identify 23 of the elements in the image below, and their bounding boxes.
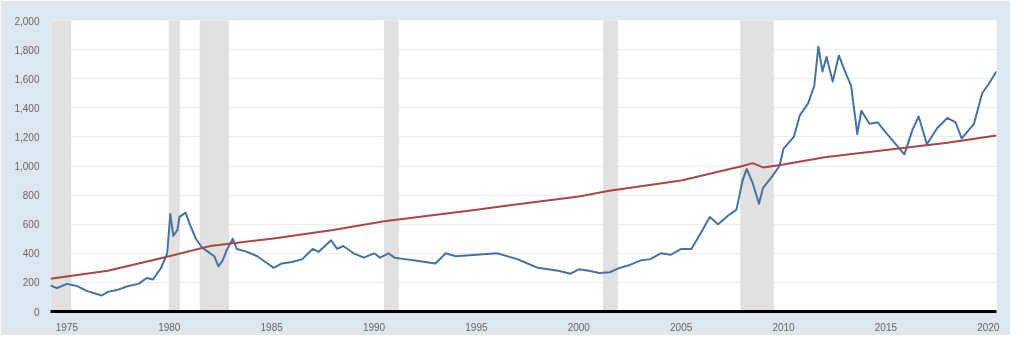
y-tick-label: 1,400 [14, 102, 40, 114]
y-tick-label: 1,800 [14, 44, 40, 56]
y-tick-label: 1,200 [14, 131, 40, 143]
y-tick-label: 400 [22, 248, 40, 260]
y-tick-label: 0 [33, 306, 40, 318]
x-tick-label: 1975 [55, 321, 79, 333]
x-tick-label: 1995 [465, 321, 488, 333]
x-tick-label: 1985 [260, 321, 284, 333]
x-tick-label: 2015 [874, 321, 898, 333]
line-series [50, 45, 997, 297]
y-tick-label: 1,600 [14, 73, 40, 85]
y-tick-label: 600 [22, 219, 40, 231]
x-tick-label: 1990 [362, 321, 386, 333]
x-tick-label: 1980 [158, 321, 181, 333]
x-tick-label: 2010 [772, 321, 796, 333]
y-tick-label: 800 [22, 190, 40, 202]
y-tick-label: 2,000 [14, 15, 40, 27]
y-tick-label: 1,000 [14, 161, 40, 172]
line-series [50, 134, 997, 280]
y-tick-label: 200 [22, 277, 40, 289]
x-tick-label: 2020 [977, 321, 1000, 333]
x-tick-label: 2005 [670, 321, 693, 333]
x-tick-label: 2000 [567, 321, 591, 333]
